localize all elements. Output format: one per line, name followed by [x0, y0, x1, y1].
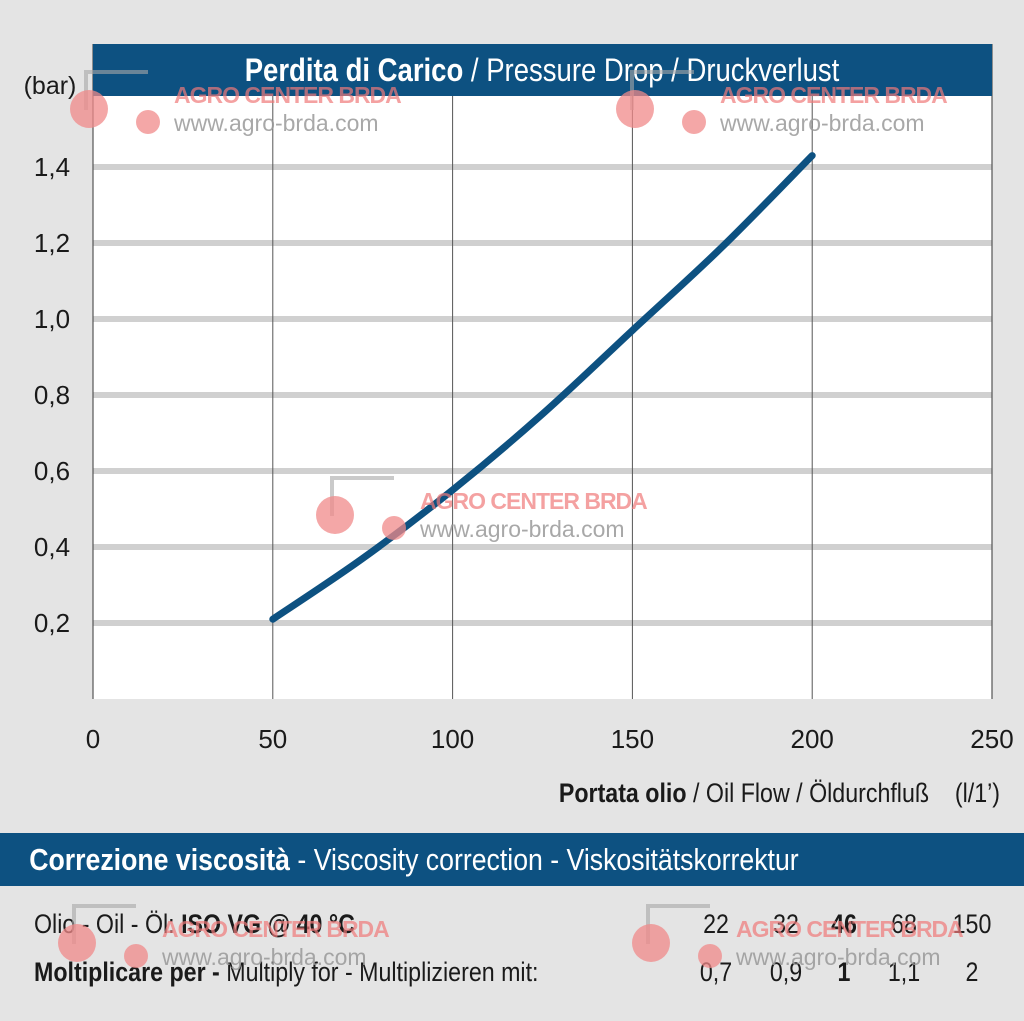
- tractor-wheel-icon: [70, 90, 108, 128]
- viscosity-banner: Correzione viscosità - Viscosity correct…: [0, 833, 1024, 886]
- tractor-wheel-icon: [698, 944, 722, 968]
- series-line: [269, 152, 816, 623]
- horizontal-grid: [93, 164, 992, 626]
- factor-value: 1,1: [887, 957, 921, 987]
- watermark-brand: AGRO CENTER BRDA: [720, 82, 948, 108]
- y-tick-label: 0,2: [34, 608, 70, 638]
- multiply-label-rest: Multiply for - Multiplizieren mit:: [226, 957, 539, 987]
- x-axis-label-rest: / Oil Flow / Öldurchfluß: [687, 778, 929, 808]
- factor-value: 1: [837, 957, 851, 987]
- tractor-wheel-icon: [682, 110, 706, 134]
- watermark: AGRO CENTER BRDA www.agro-brda.com: [632, 904, 992, 984]
- x-tick-label: 250: [970, 724, 1013, 754]
- oil-grade-label: Olio - Oil - Öl: ISO VG @ 40 °C: [34, 909, 355, 940]
- y-tick-label: 1,4: [34, 152, 70, 182]
- oil-label-bold: ISO VG @ 40 °C: [181, 909, 355, 939]
- watermark-brand: AGRO CENTER BRDA: [162, 916, 390, 942]
- factor-value: 0,9: [769, 957, 803, 987]
- watermark-brand: AGRO CENTER BRDA: [736, 916, 964, 942]
- vertical-grid: [272, 96, 813, 699]
- x-axis-label: Portata olio / Oil Flow / Öldurchfluß (l/…: [559, 778, 1000, 808]
- watermark-brand: AGRO CENTER BRDA: [174, 82, 402, 108]
- x-axis-label-bold: Portata olio: [559, 778, 687, 808]
- x-axis-unit: (l/1’): [955, 778, 1000, 808]
- watermark-url: www.agro-brda.com: [420, 516, 625, 542]
- tractor-wheel-icon: [382, 516, 406, 540]
- y-tick-label: 1,2: [34, 228, 70, 258]
- tractor-wheel-icon: [616, 90, 654, 128]
- viscosity-title-rest: - Viscosity correction - Viskositätskorr…: [290, 841, 799, 877]
- watermark-url: www.agro-brda.com: [736, 944, 941, 970]
- iso-value: 150: [952, 909, 992, 939]
- viscosity-title-bold: Correzione viscosità: [29, 841, 291, 877]
- tractor-wheel-icon: [632, 924, 670, 962]
- x-tick-labels: 0 50 100 150 200 250: [86, 724, 1014, 754]
- tractor-wheel-icon: [58, 924, 96, 962]
- x-tick-label: 0: [86, 724, 100, 754]
- watermark: AGRO CENTER BRDA www.agro-brda.com: [616, 70, 976, 150]
- x-tick-label: 150: [611, 724, 654, 754]
- watermark-url: www.agro-brda.com: [720, 110, 925, 136]
- x-tick-label: 50: [258, 724, 287, 754]
- plot-area: [93, 44, 992, 699]
- y-tick-label: 1,0: [34, 304, 70, 334]
- iso-value: 22: [703, 909, 729, 939]
- iso-value: 32: [773, 909, 799, 939]
- factor-value: 2: [965, 957, 979, 987]
- chart-title-bold: Perdita di Carico: [245, 53, 464, 88]
- watermark: AGRO CENTER BRDA www.agro-brda.com: [70, 70, 430, 150]
- watermark: AGRO CENTER BRDA www.agro-brda.com: [58, 904, 418, 984]
- iso-value: 68: [891, 909, 917, 939]
- x-tick-label: 200: [791, 724, 834, 754]
- watermark-url: www.agro-brda.com: [174, 110, 379, 136]
- y-axis-label: (bar): [24, 72, 77, 100]
- tractor-wheel-icon: [124, 944, 148, 968]
- tractor-wheel-icon: [136, 110, 160, 134]
- chart-title-banner: [93, 44, 992, 96]
- x-tick-label: 100: [431, 724, 474, 754]
- pressure-drop-chart: Perdita di Carico / Pressure Drop / Druc…: [24, 44, 1014, 808]
- oil-grade-row: Olio - Oil - Öl: ISO VG @ 40 °C 22 32 46…: [34, 909, 1024, 943]
- y-tick-label: 0,4: [34, 532, 70, 562]
- watermark: AGRO CENTER BRDA www.agro-brda.com: [316, 476, 676, 556]
- iso-value: 46: [831, 909, 857, 939]
- y-tick-label: 0,6: [34, 456, 70, 486]
- watermark-brand: AGRO CENTER BRDA: [420, 488, 648, 514]
- y-tick-labels: 0,2 0,4 0,6 0,8 1,0 1,2 1,4: [34, 152, 70, 638]
- watermark-url: www.agro-brda.com: [162, 944, 367, 970]
- y-tick-label: 0,8: [34, 380, 70, 410]
- oil-label-prefix: Olio - Oil - Öl:: [34, 909, 182, 939]
- tractor-wheel-icon: [316, 496, 354, 534]
